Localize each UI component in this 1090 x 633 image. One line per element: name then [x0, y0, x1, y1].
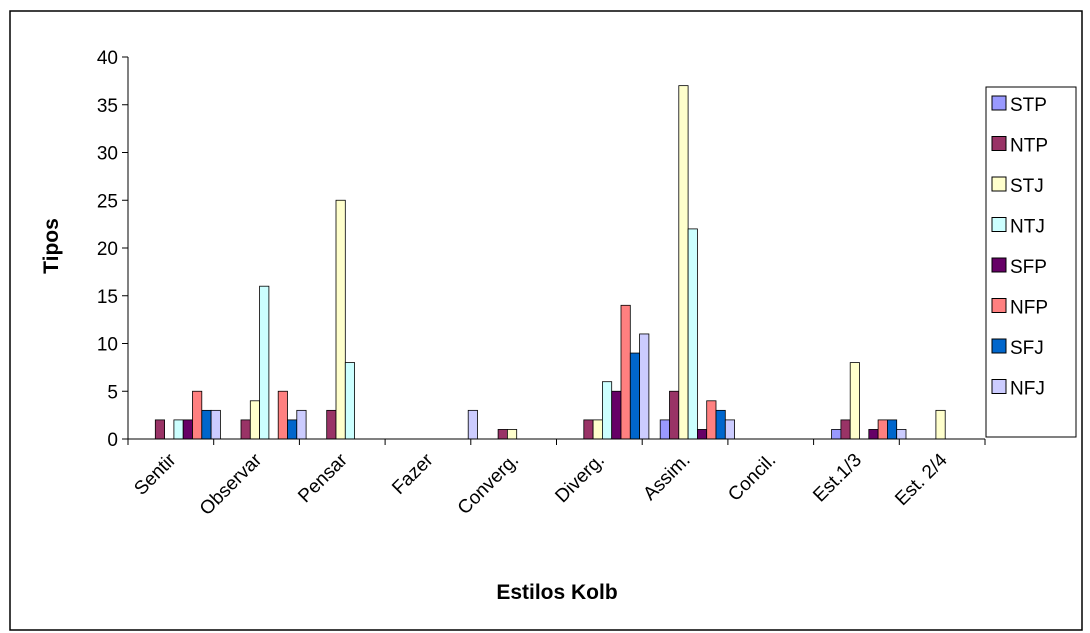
bar-nfj-8	[896, 429, 907, 440]
legend-swatch-sfj	[991, 338, 1007, 354]
legend-swatch-stj	[991, 176, 1007, 192]
bar-ntp-6	[669, 390, 680, 440]
bar-ntj-0	[173, 419, 184, 440]
bar-stp-6	[659, 419, 670, 440]
legend-label: NFP	[1010, 298, 1048, 319]
y-tick-label: 35	[97, 96, 118, 117]
bar-nfp-5	[620, 304, 631, 440]
bar-sfp-5	[611, 390, 622, 440]
y-tick-label: 20	[97, 239, 118, 260]
bar-ntp-4	[497, 429, 508, 440]
bar-nfj-5	[639, 333, 650, 440]
legend-label: NFJ	[1010, 379, 1045, 400]
bar-stp-8	[831, 429, 842, 440]
legend-label: NTJ	[1010, 217, 1045, 238]
chart-border	[9, 10, 1083, 631]
y-axis-label: Tipos	[40, 218, 63, 274]
y-tick-label: 0	[107, 430, 118, 451]
bar-stj-2	[335, 199, 346, 440]
bar-nfj-6	[724, 419, 735, 440]
bar-ntj-1	[259, 285, 270, 440]
legend-swatch-ntj	[991, 217, 1007, 232]
bar-sfj-8	[887, 419, 898, 440]
x-axis-label: Estilos Kolb	[496, 581, 617, 604]
legend-label: STJ	[1010, 176, 1044, 197]
bar-sfj-0	[201, 409, 212, 440]
bar-sfp-0	[182, 419, 193, 440]
y-tick-label: 5	[107, 382, 118, 403]
y-tick-label: 10	[97, 335, 118, 356]
bar-nfj-1	[296, 409, 307, 440]
bar-nfp-1	[277, 390, 288, 440]
legend-swatch-nfp	[991, 298, 1007, 313]
bar-stj-1	[249, 400, 261, 440]
legend-swatch-stp	[991, 95, 1007, 111]
bar-ntj-2	[344, 362, 355, 440]
legend-label: SFJ	[1010, 338, 1044, 359]
legend: STP NTP STJ NTJ SFP NFP SFJ NFJ	[985, 86, 1077, 438]
y-tick-label: 30	[97, 144, 118, 165]
y-tick-label: 40	[97, 48, 118, 69]
bar-nfp-6	[706, 400, 717, 440]
bar-sfj-6	[715, 409, 726, 440]
bar-ntj-6	[687, 228, 698, 440]
y-tick-label: 15	[97, 287, 118, 308]
bar-sfj-1	[287, 419, 298, 440]
bar-nfj-3	[467, 409, 478, 440]
bar-nfp-8	[877, 419, 888, 440]
bar-ntp-1	[240, 419, 251, 440]
bar-stj-5	[592, 419, 603, 440]
bar-ntp-8	[840, 419, 851, 440]
x-axis-ticks	[127, 439, 986, 445]
bar-ntj-5	[602, 381, 613, 440]
legend-swatch-ntp	[991, 136, 1007, 151]
bar-stj-8	[849, 362, 860, 440]
bar-sfp-8	[868, 429, 879, 440]
bar-stj-9	[935, 409, 946, 440]
bar-ntp-2	[326, 409, 337, 440]
bar-ntp-5	[583, 419, 594, 440]
bar-stj-4	[506, 429, 518, 440]
bar-sfj-5	[629, 352, 640, 440]
bar-nfp-0	[192, 390, 203, 440]
bar-ntp-0	[154, 419, 166, 440]
legend-label: STP	[1010, 95, 1047, 116]
legend-label: NTP	[1010, 136, 1048, 157]
bar-stj-6	[678, 85, 689, 440]
legend-swatch-sfp	[991, 257, 1007, 273]
y-tick-label: 25	[97, 191, 118, 212]
bar-nfj-0	[210, 409, 221, 440]
y-axis-ticks: 0 5 10 15 20 25 30 35 40	[97, 48, 128, 451]
bar-sfp-6	[697, 429, 708, 440]
legend-label: SFP	[1010, 257, 1047, 278]
legend-swatch-nfj	[991, 379, 1007, 394]
